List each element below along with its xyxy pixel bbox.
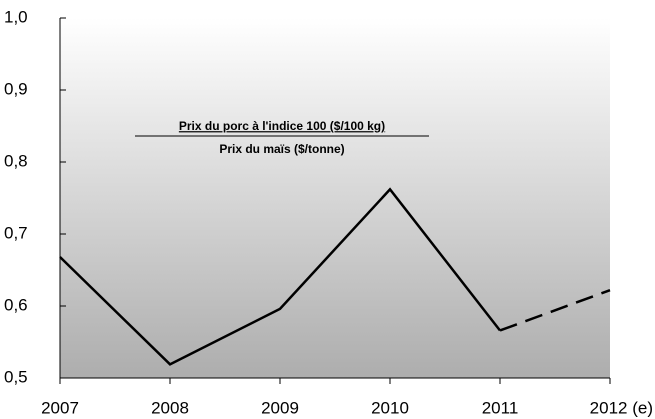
line-solid (59, 187, 501, 366)
y-tick-label: 0,7 (4, 223, 28, 242)
x-tick-label: 2010 (371, 398, 409, 417)
annotation-denominator: Prix du maïs ($/tonne) (219, 142, 344, 156)
y-tick-label: 0,8 (4, 151, 28, 170)
y-tick-label: 1,0 (4, 7, 28, 26)
y-tick-label: 0,9 (4, 79, 28, 98)
x-tick-label: 2012 (e) (590, 398, 653, 417)
x-tick-label: 2008 (151, 398, 189, 417)
plot-area (60, 18, 610, 378)
y-tick-label: 0,6 (4, 295, 28, 314)
x-tick-label: 2011 (482, 398, 519, 417)
x-tick-label: 2007 (41, 398, 79, 417)
annotation-numerator: Prix du porc à l'indice 100 ($/100 kg) (179, 119, 385, 133)
line-dashed (499, 288, 611, 332)
x-tick-label: 2009 (261, 398, 299, 417)
y-tick-label: 0,5 (4, 367, 28, 386)
